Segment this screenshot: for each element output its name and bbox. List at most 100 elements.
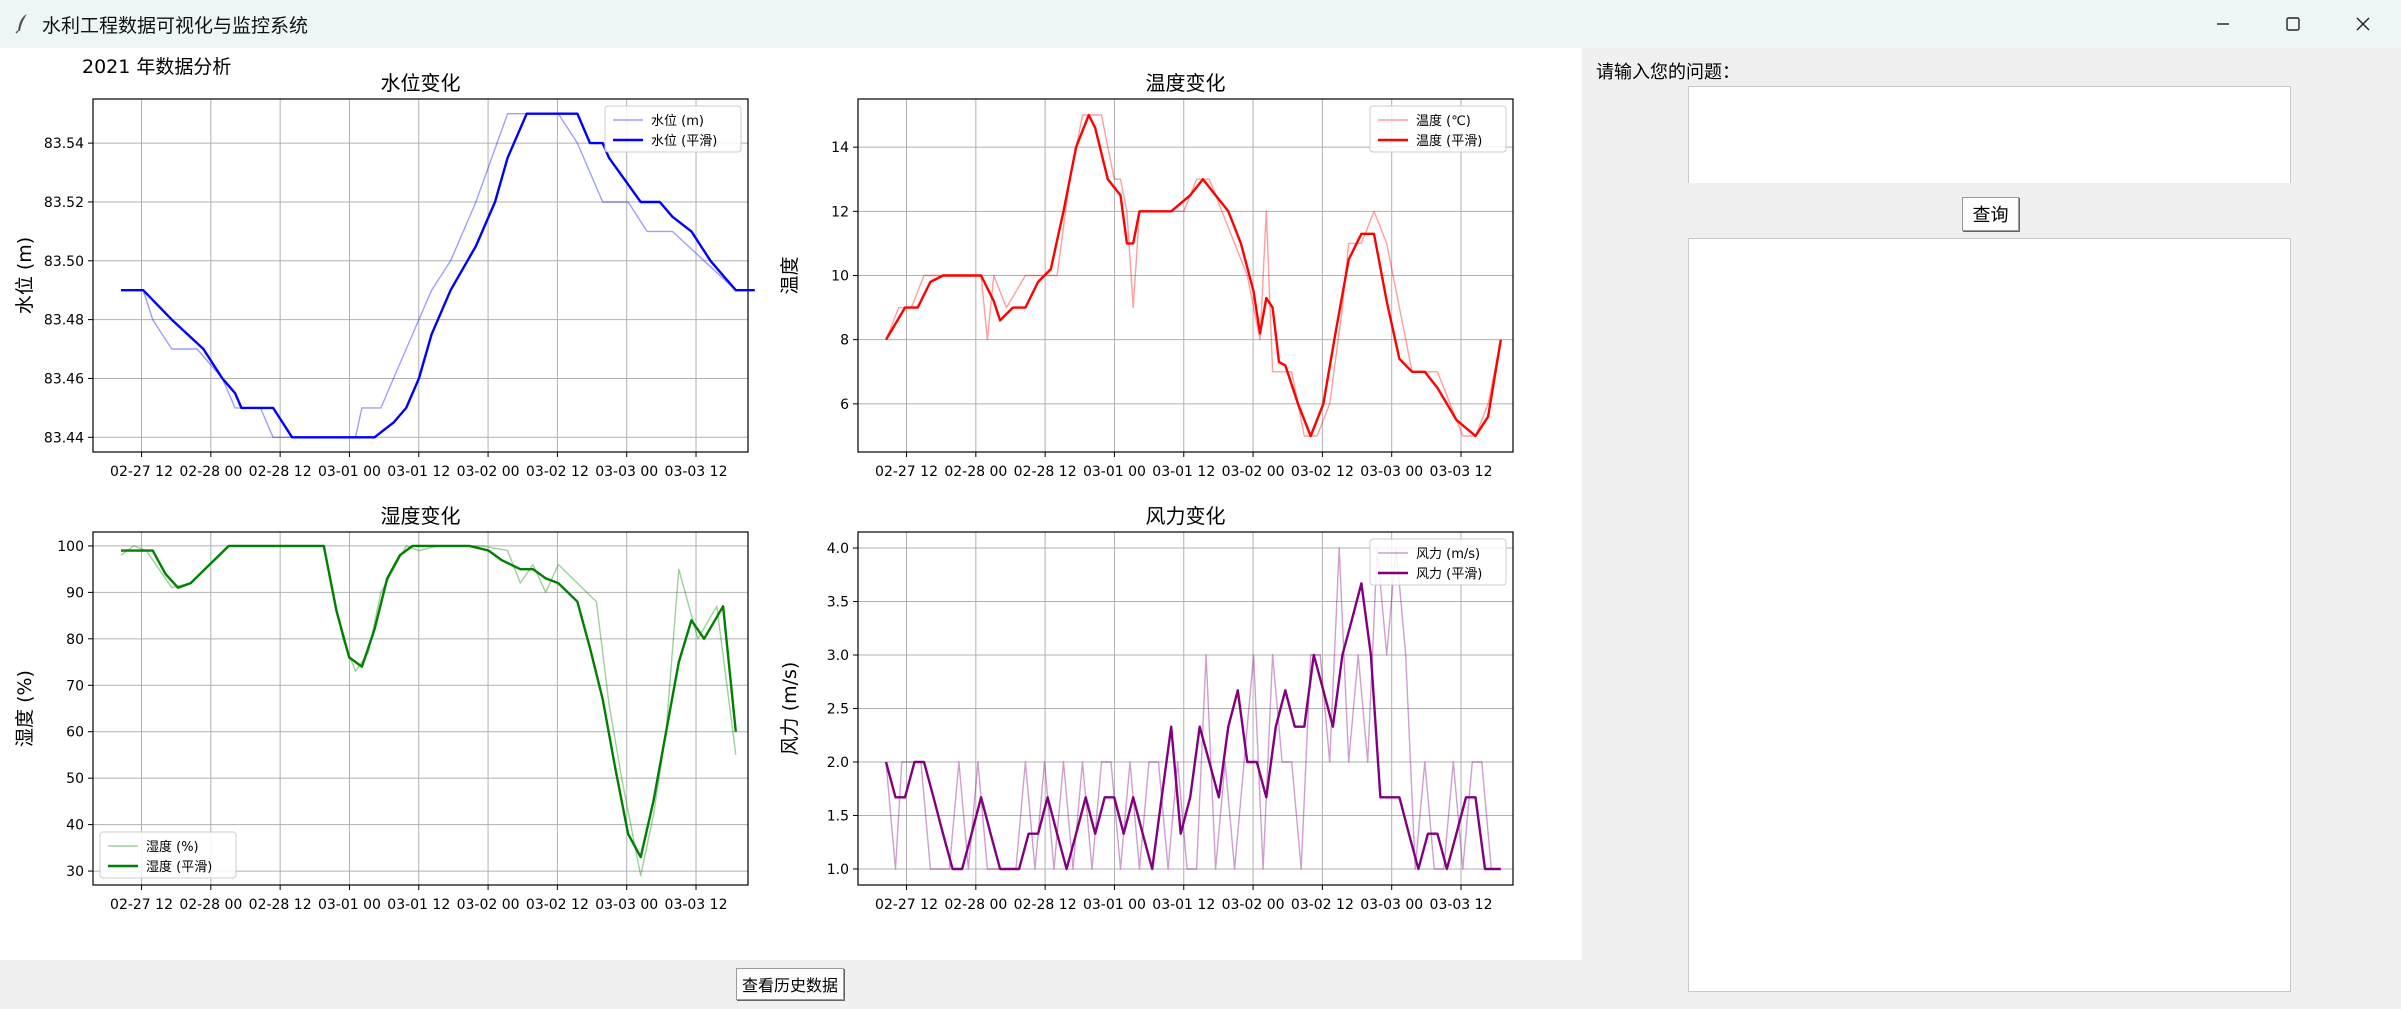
close-icon — [2356, 17, 2370, 31]
x-tick-label: 03-01 12 — [1152, 897, 1215, 913]
plot-frame — [92, 98, 749, 453]
x-tick-label: 02-27 12 — [110, 464, 173, 480]
feather-icon — [15, 14, 27, 34]
legend-label: 水位 (平滑) — [651, 134, 717, 149]
x-tick-label: 03-02 12 — [1291, 464, 1354, 480]
legend-label: 风力 (m/s) — [1416, 547, 1480, 562]
maximize-icon — [2286, 17, 2300, 31]
y-tick-label: 100 — [57, 539, 84, 555]
legend-label: 温度 (℃) — [1416, 113, 1471, 129]
chart-title: 水位变化 — [381, 71, 461, 95]
plot-frame — [857, 531, 1514, 886]
series-line-smooth — [884, 113, 1502, 438]
window-title: 水利工程数据可视化与监控系统 — [42, 15, 309, 37]
x-tick-label: 02-28 12 — [249, 897, 312, 913]
plot-frame — [92, 531, 749, 886]
view-history-button[interactable]: 查看历史数据 — [736, 968, 844, 1000]
y-tick-label: 1.0 — [827, 862, 849, 878]
query-button[interactable]: 查询 — [1962, 197, 2019, 231]
y-tick-label: 50 — [66, 771, 84, 787]
y-axis-label: 温度 — [779, 256, 801, 294]
y-tick-label: 83.44 — [44, 430, 84, 446]
legend: 湿度 (%) 湿度 (平滑) — [99, 831, 237, 879]
x-tick-label: 03-03 00 — [595, 464, 658, 480]
y-axis-label: 湿度 (%) — [14, 670, 36, 747]
y-tick-label: 83.50 — [44, 254, 84, 270]
x-tick-label: 03-03 00 — [1360, 897, 1423, 913]
y-tick-label: 10 — [831, 269, 849, 285]
x-tick-label: 03-03 12 — [1430, 464, 1493, 480]
y-tick-label: 30 — [66, 864, 84, 880]
x-tick-label: 03-02 12 — [526, 464, 589, 480]
y-axis-label: 风力 (m/s) — [779, 662, 801, 756]
y-tick-label: 40 — [66, 818, 84, 834]
legend: 温度 (℃) 温度 (平滑) — [1369, 105, 1507, 153]
y-tick-label: 60 — [66, 725, 84, 741]
chart-humidity: 30 40 50 60 70 80 90 100 02-27 12 02-28 00 02-28 1… — [14, 504, 749, 913]
y-tick-label: 6 — [840, 397, 849, 413]
x-tick-label: 03-02 00 — [457, 897, 520, 913]
plot-canvas — [0, 48, 1582, 960]
y-tick-label: 3.5 — [827, 595, 849, 611]
chart-title: 风力变化 — [1146, 504, 1226, 528]
x-tick-label: 03-02 00 — [457, 464, 520, 480]
chart-wind: 1.0 1.5 2.0 2.5 3.0 3.5 4.0 02-27 12 02-28 00 02-… — [779, 504, 1514, 913]
series-line-raw — [121, 112, 755, 438]
x-tick-label: 03-01 12 — [1152, 464, 1215, 480]
minimize-button[interactable] — [2188, 0, 2258, 48]
x-tick-label: 03-02 00 — [1222, 464, 1285, 480]
legend: 水位 (m) 水位 (平滑) — [604, 105, 742, 153]
x-tick-label: 02-28 12 — [1014, 464, 1077, 480]
chart-title: 温度变化 — [1146, 71, 1226, 95]
x-tick-label: 03-02 00 — [1222, 897, 1285, 913]
x-tick-label: 03-01 00 — [1083, 897, 1146, 913]
x-tick-label: 02-27 12 — [110, 897, 173, 913]
x-tick-label: 03-02 12 — [1291, 897, 1354, 913]
chart-title: 湿度变化 — [381, 504, 461, 528]
window-titlebar: 水利工程数据可视化与监控系统 — [0, 0, 2401, 49]
y-tick-label: 14 — [831, 140, 849, 156]
y-tick-label: 83.54 — [44, 136, 84, 152]
x-tick-label: 03-01 00 — [318, 897, 381, 913]
legend-label: 温度 (平滑) — [1416, 133, 1482, 149]
y-tick-label: 83.48 — [44, 313, 84, 329]
x-tick-label: 02-27 12 — [875, 464, 938, 480]
x-tick-label: 02-28 00 — [944, 464, 1007, 480]
x-tick-label: 03-03 12 — [665, 464, 728, 480]
x-tick-label: 03-03 12 — [665, 897, 728, 913]
legend-label: 湿度 (平滑) — [146, 859, 212, 875]
chart-temp: 6 8 10 12 14 02-27 12 02-28 00 02-28 12 03-01 00… — [779, 71, 1514, 480]
x-tick-label: 03-01 12 — [387, 897, 450, 913]
x-tick-label: 03-01 00 — [318, 464, 381, 480]
x-tick-label: 02-28 00 — [944, 897, 1007, 913]
question-label: 请输入您的问题： — [1596, 62, 1740, 83]
series-line-smooth — [121, 544, 737, 859]
legend: 风力 (m/s) 风力 (平滑) — [1369, 538, 1507, 586]
x-tick-label: 03-02 12 — [526, 897, 589, 913]
charts-svg: 83.44 83.46 83.48 83.50 83.52 83.54 02-27 12 02… — [14, 71, 1514, 913]
maximize-button[interactable] — [2258, 0, 2328, 48]
legend-label: 水位 (m) — [651, 114, 704, 129]
x-tick-label: 03-01 12 — [387, 464, 450, 480]
plot-frame — [857, 98, 1514, 453]
close-button[interactable] — [2328, 0, 2398, 48]
y-axis-label: 水位 (m) — [14, 237, 36, 314]
legend-label: 湿度 (%) — [146, 839, 199, 855]
chart-water: 83.44 83.46 83.48 83.50 83.52 83.54 02-27 12 02… — [14, 71, 755, 480]
x-tick-label: 03-01 00 — [1083, 464, 1146, 480]
y-tick-label: 80 — [66, 632, 84, 648]
y-tick-label: 1.5 — [827, 808, 849, 824]
y-tick-label: 70 — [66, 678, 84, 694]
answer-textbox[interactable] — [1688, 238, 2291, 992]
series-line-raw — [120, 545, 737, 877]
y-tick-label: 3.0 — [827, 648, 849, 664]
analysis-title: 2021 年数据分析 — [82, 56, 232, 78]
x-tick-label: 03-03 00 — [1360, 464, 1423, 480]
y-tick-label: 83.52 — [44, 195, 84, 211]
x-tick-label: 03-03 00 — [595, 897, 658, 913]
y-tick-label: 83.46 — [44, 371, 84, 387]
legend-label: 风力 (平滑) — [1416, 567, 1482, 582]
question-input[interactable] — [1688, 86, 2291, 183]
x-tick-label: 02-28 00 — [179, 897, 242, 913]
x-tick-label: 03-03 12 — [1430, 897, 1493, 913]
